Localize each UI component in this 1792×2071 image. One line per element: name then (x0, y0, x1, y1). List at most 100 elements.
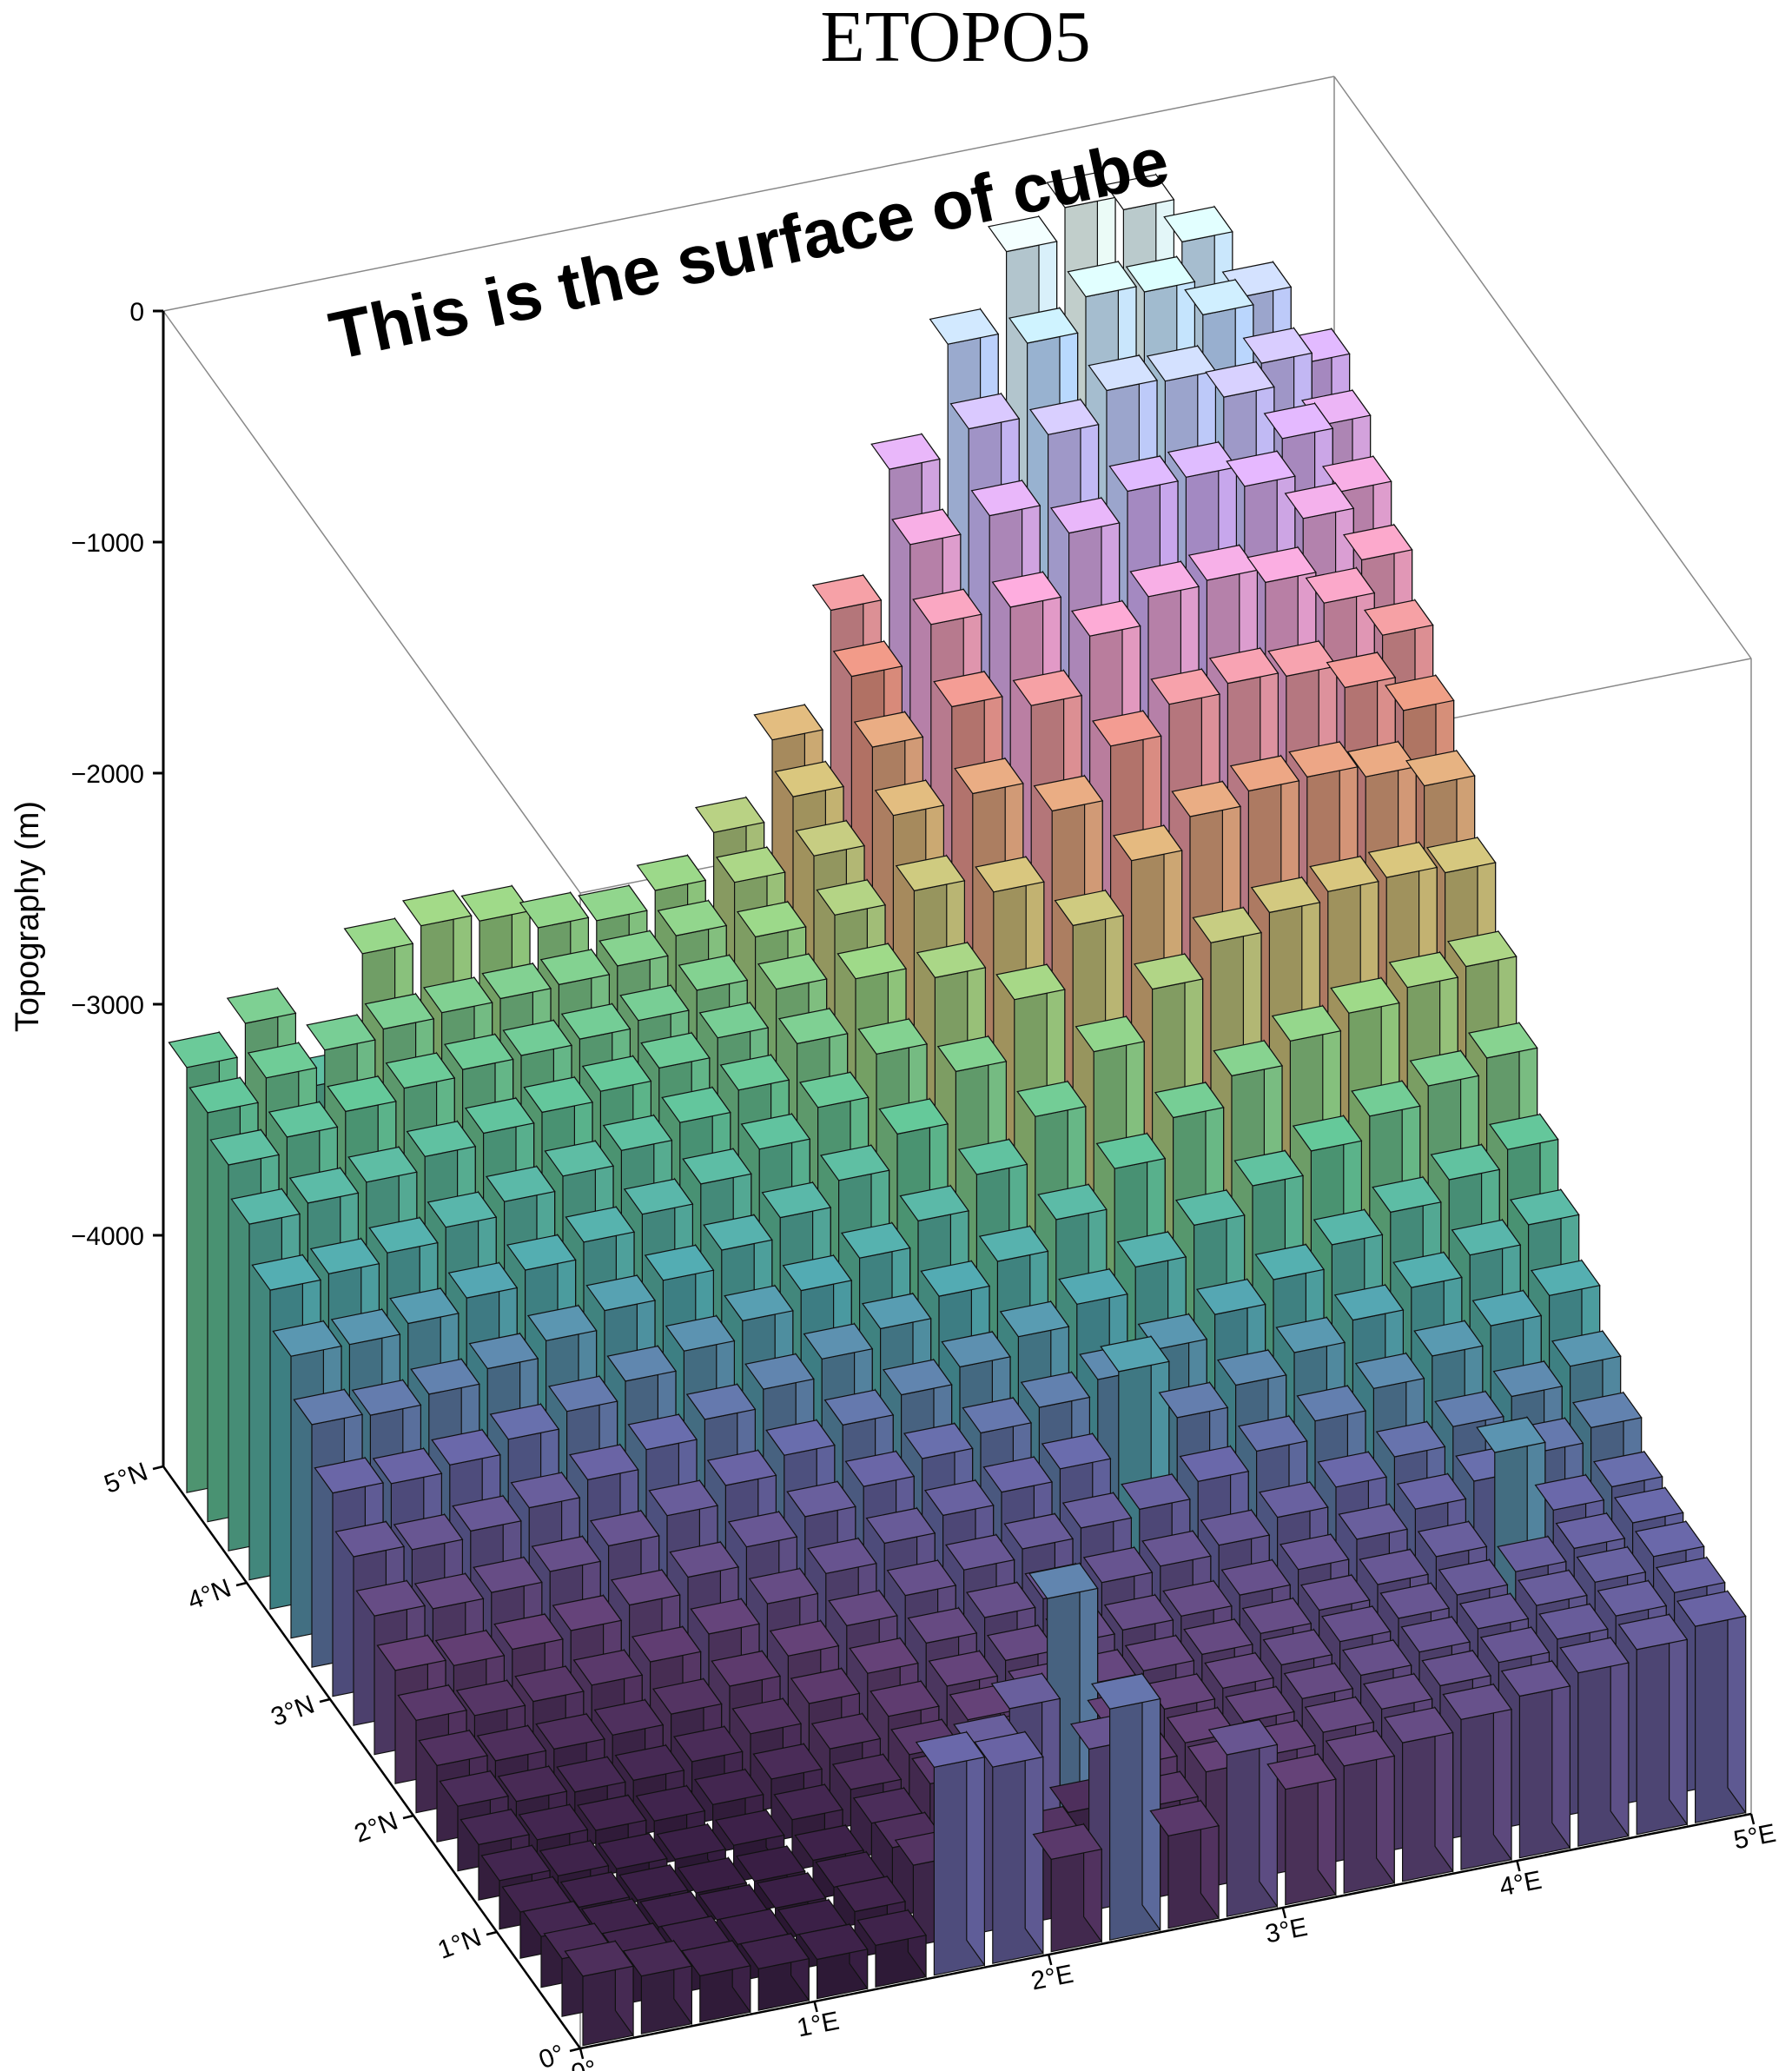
bar-face-top (907, 1607, 978, 1644)
bar-face-top (406, 1121, 477, 1157)
bar-face-top (878, 1098, 949, 1135)
z-tick-label: −3000 (71, 991, 144, 1020)
bar-face-top (1266, 1753, 1337, 1790)
bar-face-top (978, 1225, 1049, 1262)
bar-face-top (656, 1823, 727, 1860)
bar-face-top (744, 1353, 815, 1390)
topo-bar (1149, 1799, 1220, 1929)
bar-face-top (916, 942, 987, 979)
bar-face-top (1020, 1372, 1091, 1408)
bar-face-top (1492, 1360, 1564, 1398)
bar-face-top (309, 1238, 380, 1274)
bar-face-top (661, 1087, 731, 1123)
bar-face-top (1028, 399, 1100, 435)
bar-face-top (819, 1144, 890, 1181)
bar-face-top (1046, 171, 1117, 208)
bar-face-top (853, 711, 924, 748)
y-tick-label: 5°N (101, 1458, 152, 1499)
bar-face-top (1275, 1316, 1346, 1353)
bar-face-top (1016, 1081, 1087, 1117)
bar-face-top (635, 1785, 706, 1822)
bar-face-top (694, 797, 765, 833)
bar-face-top (560, 1003, 631, 1040)
z-tick-label: 0 (129, 298, 144, 327)
bar-face-top (489, 1403, 560, 1440)
bar-face-top (1341, 1639, 1412, 1677)
bar-face-top (644, 1244, 715, 1281)
bar-face-top (1299, 1574, 1371, 1611)
topo-bar (915, 1730, 986, 1976)
bar-face-top (735, 1845, 806, 1882)
y-tick (152, 1465, 164, 1471)
bar-face-top (1104, 174, 1175, 211)
bar-face-top (891, 508, 962, 546)
bar-face-top (682, 1148, 752, 1185)
bar-face-top (1162, 1580, 1233, 1617)
bar-face-top (1320, 1605, 1392, 1643)
bar-face-top (965, 1581, 1036, 1618)
bar-face-east (1668, 1612, 1688, 1826)
bar-face-top (690, 1598, 761, 1635)
bar-face-top (1263, 402, 1334, 440)
bar-face-top (1471, 1290, 1543, 1327)
bar-face-top (786, 1480, 856, 1518)
bar-face-top (1442, 1684, 1513, 1720)
bar-face-top (1207, 1718, 1279, 1756)
bar-face-top (986, 1624, 1057, 1662)
bar-face-top (962, 1397, 1033, 1434)
bar-face-top (816, 879, 887, 916)
bar-face-top (1367, 842, 1438, 878)
bar-face-top (623, 1178, 694, 1215)
bar-face-top (1088, 354, 1159, 392)
bar-face-top (593, 1699, 665, 1736)
z-tick-label: −4000 (71, 1222, 144, 1251)
y-tick (402, 1814, 414, 1820)
bar-face-top (849, 1638, 919, 1674)
topo-bar (856, 1909, 928, 1988)
bar-face-top (510, 1472, 581, 1509)
bar-face-top (1479, 1626, 1551, 1664)
bar-face-top (397, 1684, 468, 1721)
bar-face-top (330, 1308, 401, 1346)
bar-face-top (1283, 1663, 1354, 1699)
bar-face-top (564, 1940, 635, 1977)
bar-face-top (1171, 780, 1242, 817)
bar-face-top (1154, 1082, 1225, 1119)
bar-face-top (1342, 524, 1413, 561)
bar-face-top (389, 1287, 460, 1325)
bar-face-top (1476, 1416, 1546, 1453)
bar-face-top (903, 1422, 974, 1459)
bar-face-top (1518, 1570, 1588, 1606)
bar-face-top (1267, 640, 1338, 678)
bar-face-top (1250, 877, 1321, 914)
bar-face-top (1061, 1492, 1133, 1529)
bar-face-top (681, 1940, 751, 1977)
bar-face-top (1430, 1143, 1501, 1181)
bar-face-top (669, 1541, 740, 1578)
bar-face-top (410, 1358, 480, 1395)
bar-face-top (1597, 1580, 1668, 1617)
x-tick-label: 1°E (795, 2007, 842, 2043)
cube-edge (162, 310, 581, 894)
bar-face-top (1413, 1320, 1484, 1357)
bar-face-top (619, 984, 690, 1022)
bars (168, 170, 1747, 2047)
topo-bar (1676, 1589, 1747, 1823)
bar-face-top (753, 704, 824, 741)
bar-face-top (476, 1724, 547, 1762)
bar-face-top (230, 1188, 301, 1225)
bar-face-top (1421, 1650, 1492, 1687)
bar-face-top (832, 640, 903, 678)
bar-face-top (1284, 482, 1355, 519)
bar-face-top (1313, 1208, 1384, 1246)
topo-bar (974, 1730, 1044, 1964)
bar-face-top (168, 1031, 239, 1069)
bar-face-top (995, 963, 1066, 1001)
bar-face-top (1187, 544, 1259, 581)
cube-edge (162, 76, 1335, 312)
bar-face-top (757, 953, 828, 990)
bar-face-top (920, 1260, 991, 1297)
bar-face-top (1133, 953, 1204, 990)
bar-face-top (1174, 1189, 1246, 1227)
bar-face-top (447, 1262, 519, 1299)
